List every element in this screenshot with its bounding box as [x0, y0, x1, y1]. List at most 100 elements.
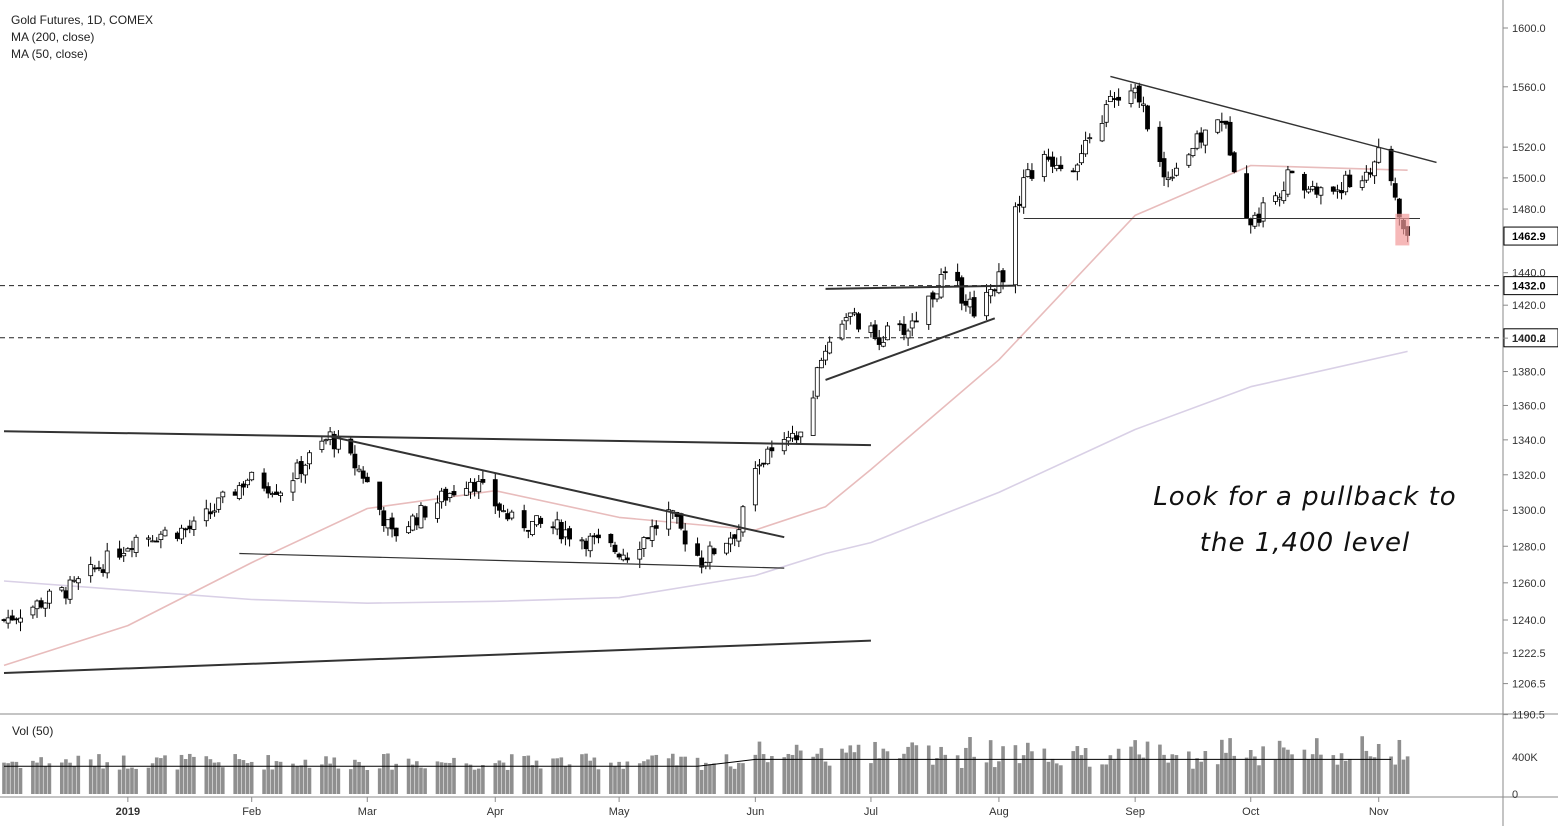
volume-bar	[1203, 751, 1208, 794]
volume-bar	[988, 740, 993, 794]
candle-up	[146, 537, 151, 540]
volume-bar	[753, 754, 758, 794]
candle-down	[616, 553, 622, 558]
volume-bar	[873, 741, 877, 794]
candle-down	[521, 510, 527, 529]
volume-bar	[580, 754, 584, 794]
volume-bar	[1319, 754, 1323, 794]
candle-down	[187, 525, 193, 530]
volume-bar	[1397, 739, 1402, 794]
volume-bar	[642, 761, 646, 794]
x-tick-label: Sep	[1125, 806, 1145, 818]
volume-bar	[910, 742, 915, 794]
trendline	[329, 435, 785, 539]
candle-up	[885, 325, 890, 341]
volume-bar	[898, 758, 902, 794]
candle-up	[133, 536, 139, 553]
volume-bar	[278, 761, 283, 794]
candle-down	[174, 532, 180, 539]
candle-up	[781, 439, 787, 452]
candle-down	[930, 292, 936, 300]
candle-up	[1087, 137, 1093, 140]
volume-bar	[968, 737, 972, 794]
volume-bar	[233, 754, 237, 794]
candle-up	[1107, 95, 1113, 103]
volume-bar	[1021, 755, 1026, 794]
volume-bar	[827, 765, 832, 794]
volume-bar	[1348, 759, 1352, 794]
volume-bar	[179, 754, 184, 794]
x-tick-label: Feb	[242, 806, 261, 818]
candle-up	[1190, 147, 1196, 157]
volume-bar	[365, 769, 370, 794]
candle-down	[9, 615, 15, 621]
volume-bar	[1273, 759, 1278, 794]
trendline	[239, 552, 785, 569]
volume-bar	[1232, 755, 1237, 794]
y-tick-label: 1400.0	[1512, 333, 1546, 345]
volume-bar	[1166, 762, 1170, 794]
candle-down	[13, 618, 19, 621]
candle-up	[880, 341, 886, 347]
volume-bar	[761, 754, 766, 794]
candle-up	[790, 432, 795, 439]
volume-bar	[823, 761, 828, 794]
volume-bar	[840, 748, 844, 794]
candle-up	[641, 537, 647, 549]
volume-bar	[1054, 763, 1059, 794]
volume-bar	[14, 761, 19, 794]
volume-bar	[187, 753, 192, 794]
volume-bar	[1129, 746, 1133, 794]
volume-bar	[1302, 749, 1307, 794]
volume-bar	[105, 762, 110, 794]
x-tick-label: Apr	[487, 806, 504, 818]
volume-bar	[270, 769, 275, 794]
x-tick-label: 2019	[116, 806, 140, 818]
volume-bar	[1335, 764, 1340, 794]
candle-down	[414, 517, 420, 526]
volume-bar	[1244, 757, 1249, 794]
volume-bar	[637, 763, 642, 794]
candle-down	[1231, 152, 1237, 173]
candle-down	[1227, 121, 1233, 156]
price-tag-label: 1432.0	[1512, 281, 1546, 293]
y-tick-label: 1500.0	[1512, 173, 1546, 185]
candle-up	[356, 468, 362, 472]
candle-up	[563, 529, 568, 538]
volume-bar	[798, 750, 803, 794]
volume-bar	[1083, 748, 1088, 794]
volume-bar	[1145, 741, 1150, 794]
volume-bar	[382, 754, 386, 794]
candle-up	[335, 437, 341, 450]
volume-bar	[819, 748, 824, 794]
candle-down	[265, 486, 271, 494]
volume-bar	[175, 769, 180, 794]
candle-up	[75, 578, 81, 584]
candle-down	[505, 513, 511, 520]
volume-bar	[1253, 756, 1257, 794]
legend-ma50: MA (50, close)	[11, 47, 88, 61]
volume-bar	[163, 755, 167, 794]
volume-bar	[955, 755, 960, 794]
volume-bar	[1187, 751, 1191, 794]
candle-up	[1372, 161, 1377, 177]
candle-down	[274, 491, 279, 495]
candle-down	[63, 590, 69, 599]
candle-down	[1050, 156, 1055, 167]
y-tick-label: 1600.0	[1512, 23, 1546, 35]
volume-bar	[1162, 754, 1166, 794]
candle-down	[96, 567, 102, 570]
candle-up	[843, 317, 849, 322]
volume-bar	[415, 761, 419, 794]
candle-down	[1198, 132, 1204, 143]
volume-bar	[563, 766, 568, 794]
candle-down	[1017, 203, 1022, 206]
volume-bar	[1013, 745, 1018, 794]
volume-bar	[291, 763, 295, 794]
candle-down	[298, 461, 304, 475]
volume-bar	[848, 745, 853, 794]
volume-bar	[1281, 747, 1286, 794]
candle-up	[988, 289, 994, 297]
y-tick-label: 1206.5	[1512, 679, 1546, 691]
volume-bar	[770, 756, 774, 794]
